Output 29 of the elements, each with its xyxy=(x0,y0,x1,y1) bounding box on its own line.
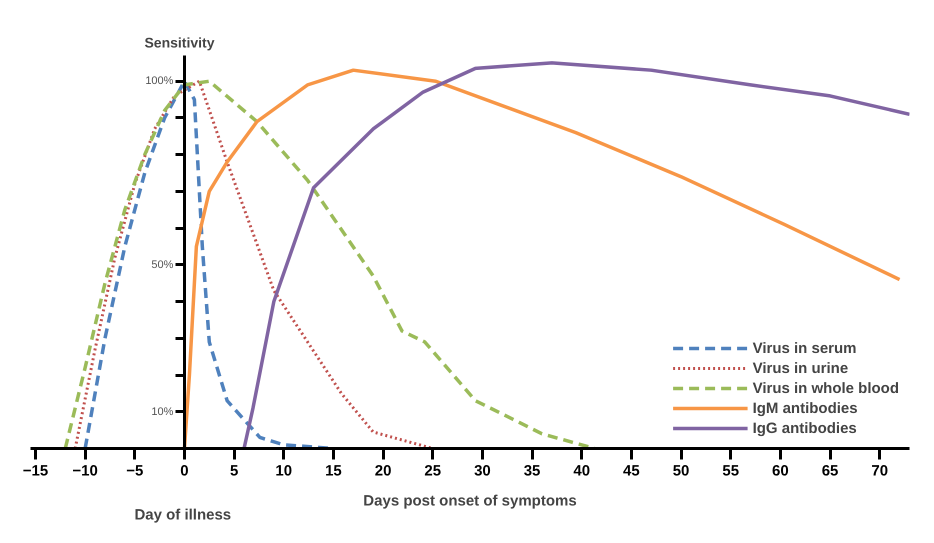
x-tick-label: 40 xyxy=(573,462,590,480)
x-tick-label: 50 xyxy=(672,462,690,480)
x-tick-label: 15 xyxy=(325,462,342,480)
legend-label: Virus in whole blood xyxy=(752,379,899,397)
x-tick-label: 10 xyxy=(275,462,292,480)
x-tick-label: 25 xyxy=(424,462,442,480)
y-axis-title: Sensitivity xyxy=(144,34,215,50)
text: Day of illness xyxy=(134,506,232,524)
x-tick-label: 65 xyxy=(822,462,838,480)
y-tick-label: 10% xyxy=(151,406,174,418)
x-tick-label: 45 xyxy=(623,462,640,480)
y-tick-label: 50% xyxy=(151,258,174,271)
x-tick-label: −15 xyxy=(22,462,48,480)
x-tick-label: −5 xyxy=(126,462,144,480)
legend-label: Virus in urine xyxy=(752,359,848,377)
x-tick-label: 55 xyxy=(722,462,740,480)
x-tick-label: 0 xyxy=(180,462,189,480)
x-axis-title: Days post onset of symptoms xyxy=(363,492,577,510)
x-tick-label: 70 xyxy=(871,462,888,480)
legend-label: IgM antibodies xyxy=(752,399,858,417)
legend-label: IgG antibodies xyxy=(752,419,857,437)
x-tick-label: −10 xyxy=(72,462,98,480)
x-tick-label: 30 xyxy=(474,462,491,480)
x-tick-label: 35 xyxy=(524,462,540,480)
legend-label: Virus in serum xyxy=(752,339,857,357)
x-tick-label: 5 xyxy=(230,462,238,480)
x-tick-label: 60 xyxy=(772,462,789,480)
x-tick-label: 20 xyxy=(374,462,392,480)
y-tick-label: 100% xyxy=(145,75,174,88)
